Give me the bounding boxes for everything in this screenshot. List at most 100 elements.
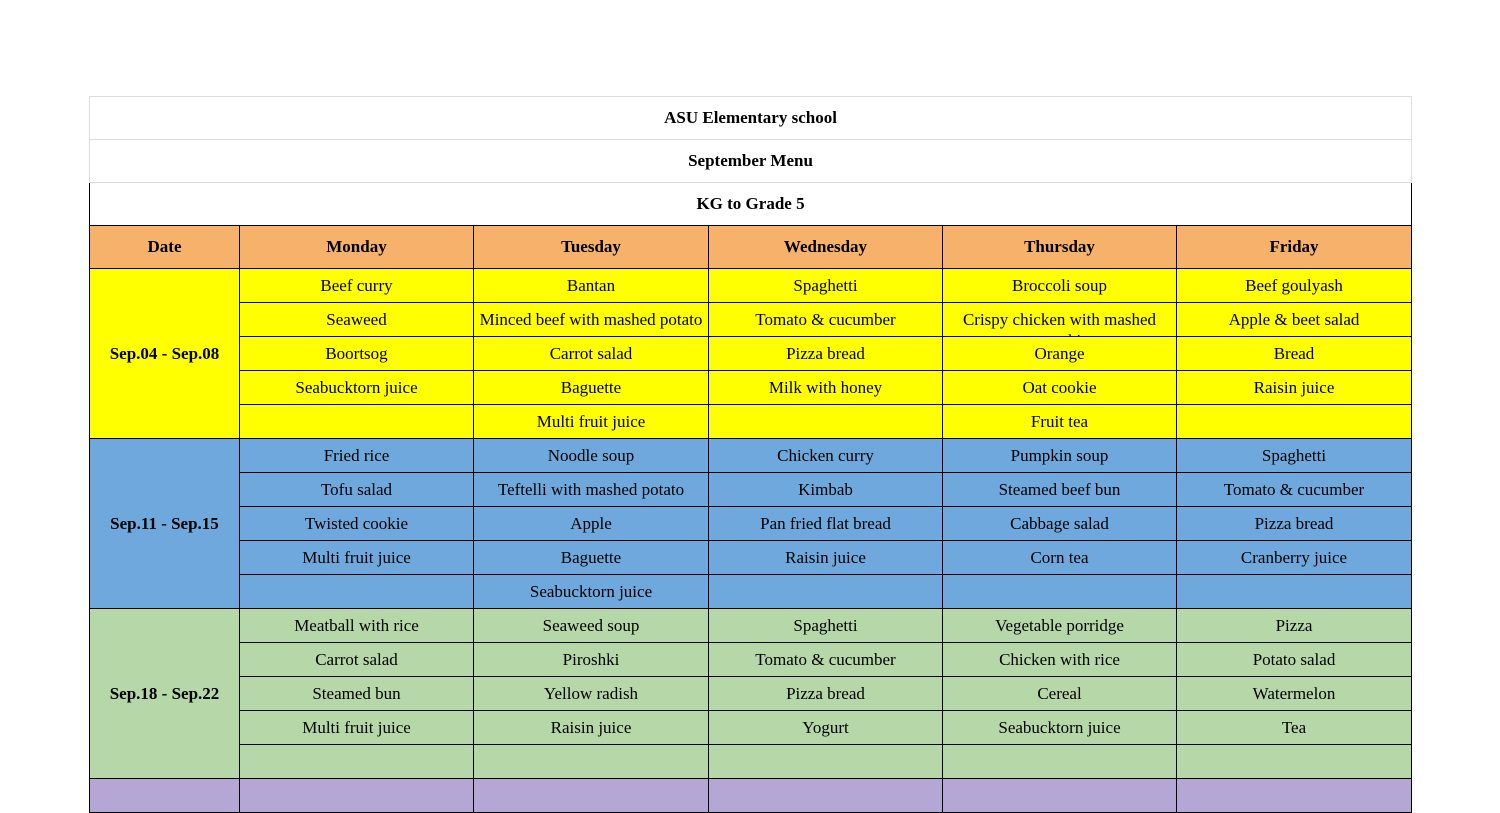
- menu-item: Fried rice: [323, 446, 390, 465]
- menu-cell: Multi fruit juice: [239, 710, 474, 745]
- week-date: Sep.11 - Sep.15: [89, 438, 240, 609]
- menu-row: Twisted cookie Apple Pan fried flat bread C…: [90, 506, 1413, 541]
- header-wednesday: Wednesday: [708, 225, 943, 269]
- menu-item: Tofu salad: [320, 480, 393, 499]
- menu-cell: [708, 404, 943, 439]
- menu-cell: Baguette: [473, 370, 709, 405]
- menu-row: Sep.04 - Sep.08 Beef curry Bantan Spaghetti…: [89, 268, 1413, 439]
- menu-item: Kimbab: [798, 480, 853, 499]
- menu-cell: Fried rice: [239, 438, 474, 473]
- menu-cell: Yogurt: [708, 710, 943, 745]
- menu-item: Tomato & cucumber: [755, 650, 896, 669]
- menu-item: [240, 745, 473, 778]
- menu-item: Steamed bun: [312, 684, 401, 703]
- menu-item: Seaweed soup: [542, 616, 640, 635]
- menu-item: [1177, 779, 1411, 812]
- menu-item: Pizza bread: [786, 344, 865, 363]
- menu-cell: [708, 744, 943, 779]
- menu-cell: Multi fruit juice: [239, 540, 474, 575]
- menu-item: Piroshki: [562, 650, 620, 669]
- menu-cell: Raisin juice: [473, 710, 709, 745]
- menu-item: Crispy chicken with mashed pumpkin: [962, 310, 1157, 336]
- menu-cell: Cereal: [942, 676, 1177, 711]
- menu-item: Corn tea: [1030, 548, 1089, 567]
- menu-item: Broccoli soup: [1012, 276, 1107, 295]
- menu-item: Cereal: [1037, 684, 1082, 703]
- menu-item: Chicken with rice: [999, 650, 1120, 669]
- menu-row: Steamed bun Yellow radish Pizza bread Cerea…: [90, 676, 1413, 711]
- menu-cell: Multi fruit juice: [473, 404, 709, 439]
- menu-row: Multi fruit juice Fruit tea: [90, 404, 1413, 439]
- menu-cell: Chicken with rice: [942, 642, 1177, 677]
- menu-item: Pumpkin soup: [1010, 446, 1109, 465]
- menu-cell: [708, 778, 943, 813]
- menu-item: Spaghetti: [793, 616, 858, 635]
- menu-cell: Raisin juice: [708, 540, 943, 575]
- menu-row: Boortsog Carrot salad Pizza bread Orange Bre…: [90, 336, 1413, 371]
- menu-item: Spaghetti: [1261, 446, 1327, 465]
- menu-item: Beef goulyash: [1245, 276, 1343, 295]
- menu-row: Seabucktorn juice: [90, 574, 1413, 609]
- menu-item: Meatball with rice: [294, 616, 419, 635]
- menu-item: Multi fruit juice: [302, 718, 411, 737]
- menu-item: [240, 779, 473, 812]
- menu-cell: Fruit tea: [942, 404, 1177, 439]
- menu-cell: [942, 574, 1177, 609]
- menu-cell: Yellow radish: [473, 676, 709, 711]
- menu-cell: Pizza bread: [708, 676, 943, 711]
- menu-cell: [1175, 744, 1413, 779]
- menu-item: Steamed beef bun: [998, 480, 1121, 499]
- menu-item: Carrot salad: [315, 650, 398, 669]
- menu-cell: Boortsog: [239, 336, 474, 371]
- menu-cell: Broccoli soup: [942, 268, 1177, 303]
- menu-item: Noodle soup: [547, 446, 635, 465]
- menu-item: [943, 779, 1176, 812]
- menu-item: Cabbage salad: [1010, 514, 1109, 533]
- menu-cell: Seaweed soup: [473, 608, 709, 643]
- header-monday: Monday: [239, 225, 474, 269]
- menu-item: [943, 745, 1176, 778]
- menu-row: Seaweed Minced beef with mashed potato Tom…: [90, 302, 1413, 337]
- menu-cell: Orange: [942, 336, 1177, 371]
- menu-cell: Baguette: [473, 540, 709, 575]
- menu-cell: [473, 778, 709, 813]
- header-date: Date: [89, 225, 240, 269]
- menu-item: Oat cookie: [1022, 378, 1097, 397]
- menu-cell: Pan fried flat bread: [708, 506, 943, 541]
- menu-cell: Cranberry juice: [1175, 540, 1413, 575]
- menu-cell: Steamed beef bun: [942, 472, 1177, 507]
- menu-item: [1177, 405, 1411, 438]
- menu-item: Chicken curry: [777, 446, 874, 465]
- menu-item: Raisin juice: [1253, 378, 1335, 397]
- menu-cell: [942, 744, 1177, 779]
- menu-row: Sep.11 - Sep.15 Fried rice Noodle soup Chic…: [89, 438, 1413, 609]
- menu-item: Yogurt: [802, 718, 849, 737]
- menu-item: [709, 405, 942, 438]
- menu-item: Teftelli with mashed potato: [497, 480, 685, 499]
- menu-item: [709, 779, 942, 812]
- menu-item: [943, 575, 1176, 608]
- menu-item: Twisted cookie: [304, 514, 409, 533]
- menu-item: Beef curry: [320, 276, 393, 295]
- menu-row: Multi fruit juice Baguette Raisin juice Cor…: [90, 540, 1413, 575]
- menu-item: Pizza bread: [1254, 514, 1334, 533]
- menu-item: Seabucktorn juice: [998, 718, 1121, 737]
- menu-cell: Tomato & cucumber: [708, 642, 943, 677]
- menu-cell: Minced beef with mashed potato: [473, 302, 709, 337]
- menu-item: Bantan: [566, 276, 616, 295]
- menu-item: Spaghetti: [793, 276, 858, 295]
- menu-item: [1177, 745, 1411, 778]
- menu-cell: Seabucktorn juice: [942, 710, 1177, 745]
- menu-cell: Spaghetti: [1175, 438, 1413, 473]
- menu-item: Pan fried flat bread: [760, 514, 891, 533]
- week-date: [89, 778, 240, 813]
- menu-cell: Seabucktorn juice: [239, 370, 474, 405]
- menu-cell: Kimbab: [708, 472, 943, 507]
- menu-item: Carrot salad: [549, 344, 633, 363]
- menu-row: [89, 778, 1413, 813]
- menu-item: Multi fruit juice: [536, 412, 646, 431]
- menu-item: Boortsog: [325, 344, 388, 363]
- menu-cell: Spaghetti: [708, 608, 943, 643]
- menu-cell: Carrot salad: [239, 642, 474, 677]
- menu-item: Tea: [1281, 718, 1307, 737]
